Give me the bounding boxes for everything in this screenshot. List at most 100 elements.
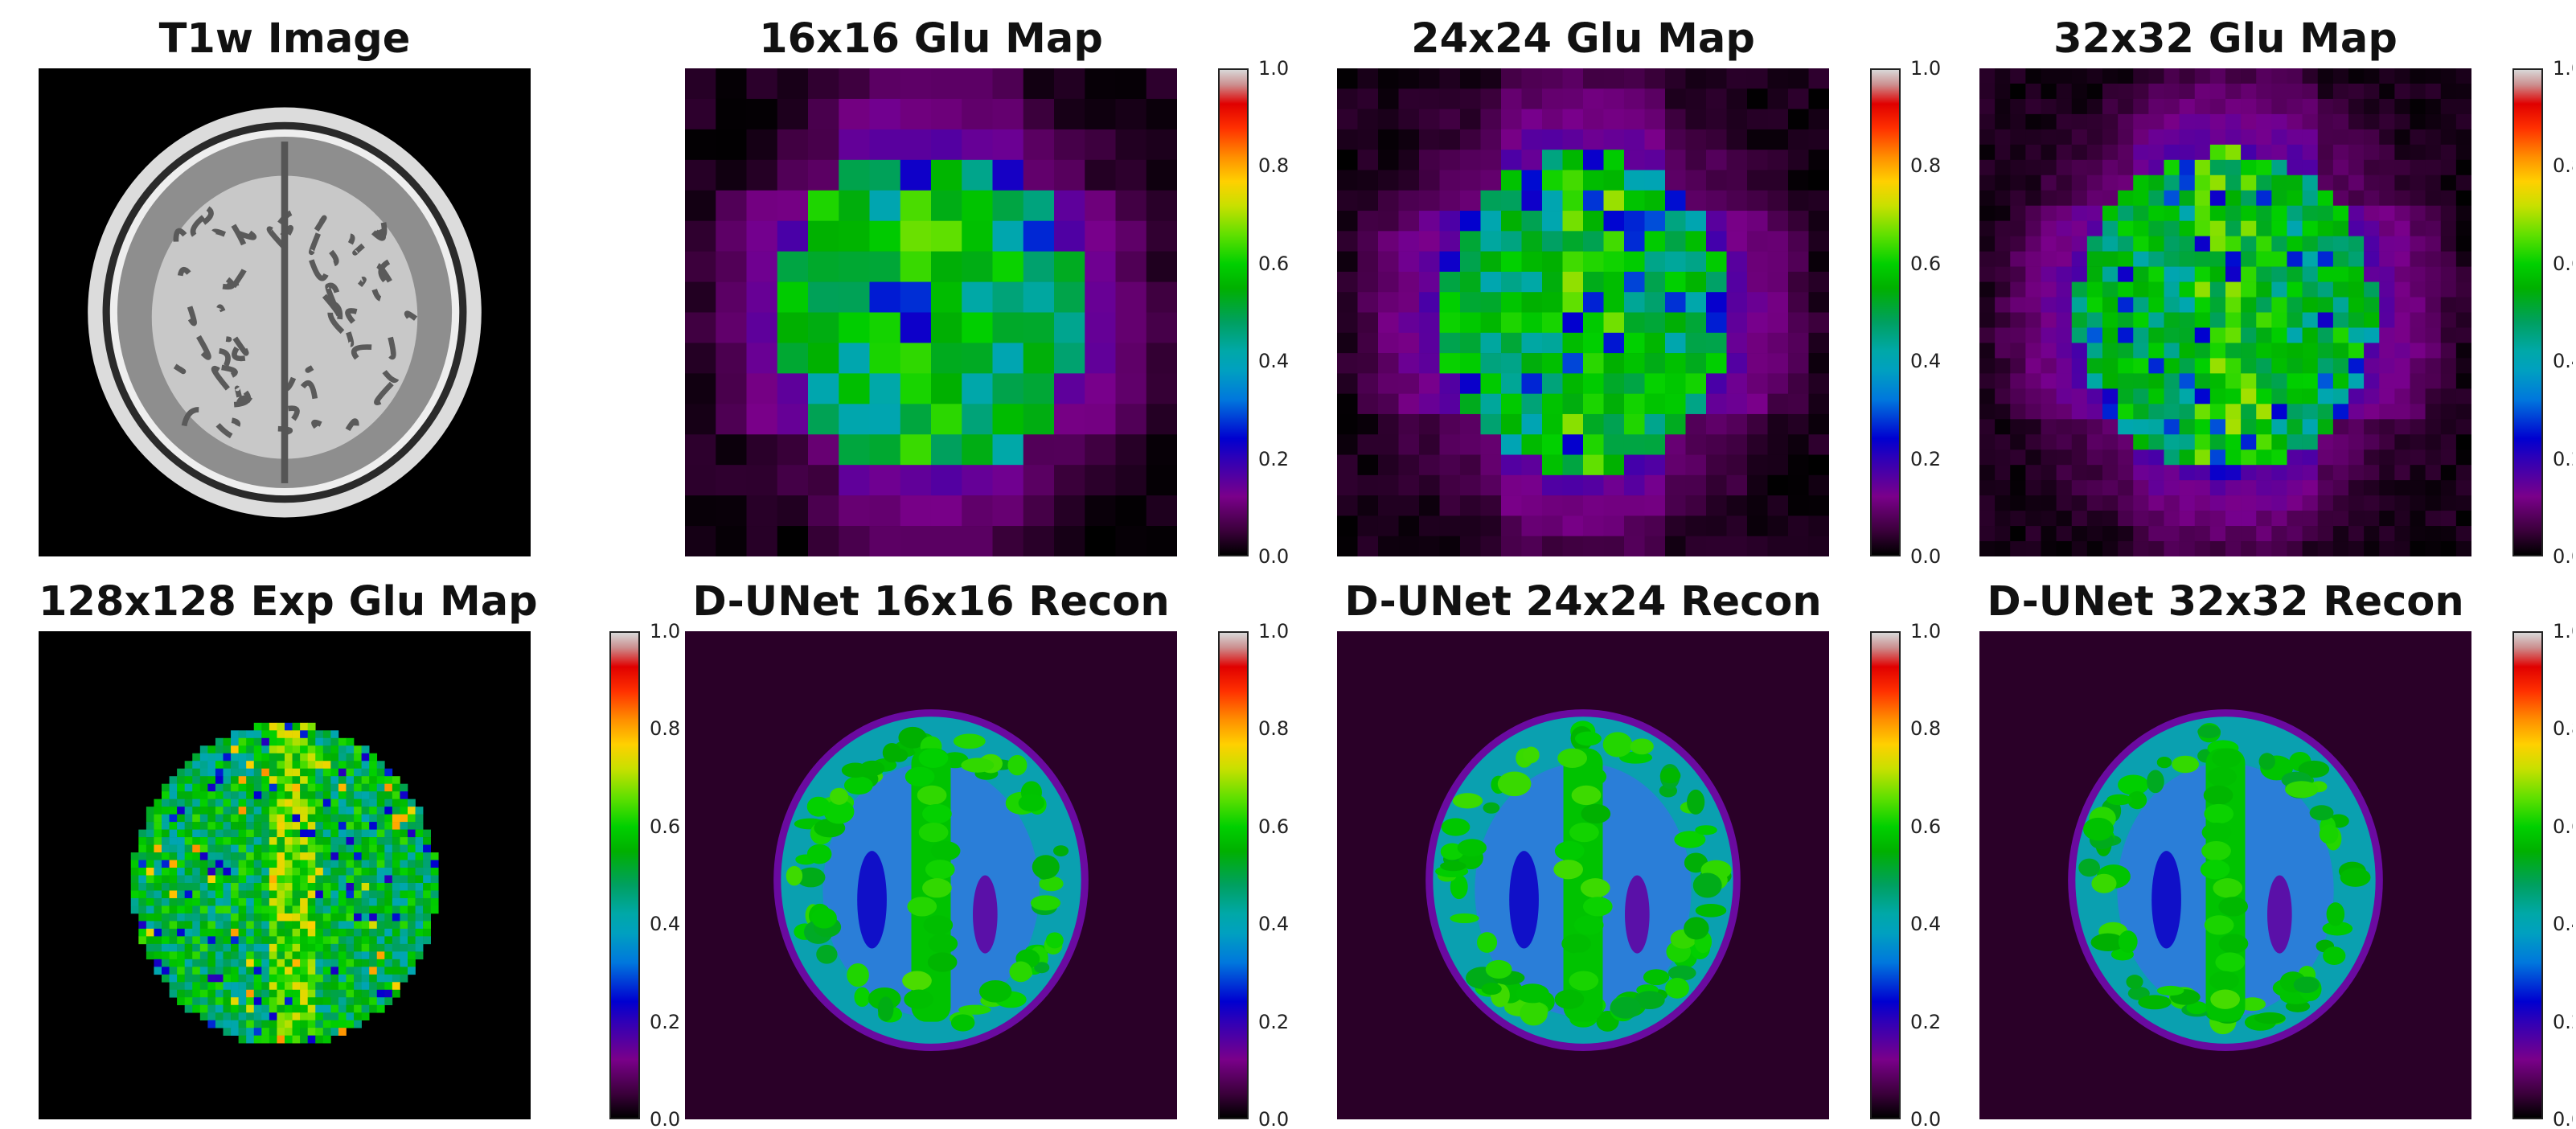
glu-voxel xyxy=(2164,99,2180,114)
glu-voxel xyxy=(1706,353,1727,374)
panel-title: T1w Image xyxy=(39,18,531,60)
glu-voxel xyxy=(870,99,901,129)
exp-voxel xyxy=(285,929,293,937)
glu-voxel xyxy=(1995,511,2010,526)
glu-canvas xyxy=(685,68,1177,556)
glu-voxel xyxy=(2225,404,2241,419)
glu-voxel xyxy=(2271,404,2287,419)
glu-voxel xyxy=(1439,536,1460,556)
exp-voxel xyxy=(254,876,262,884)
glu-voxel xyxy=(2010,419,2025,434)
exp-voxel xyxy=(338,761,347,769)
glu-voxel xyxy=(1481,313,1502,334)
glu-voxel xyxy=(2148,313,2164,328)
glu-voxel xyxy=(2072,206,2087,221)
exp-voxel xyxy=(369,784,377,792)
exp-voxel xyxy=(392,921,400,929)
exp-voxel xyxy=(170,868,178,876)
glu-voxel xyxy=(1522,353,1543,374)
glu-voxel xyxy=(2441,68,2456,84)
glu-voxel xyxy=(2180,267,2195,282)
exp-voxel xyxy=(192,990,200,998)
exp-voxel xyxy=(154,967,162,975)
glu-voxel xyxy=(2210,298,2225,313)
glu-voxel xyxy=(1808,455,1829,476)
exp-voxel xyxy=(192,807,200,815)
glu-voxel xyxy=(2057,419,2072,434)
glu-voxel xyxy=(993,313,1024,343)
exp-voxel xyxy=(162,784,170,792)
glu-voxel xyxy=(716,252,747,282)
exp-voxel xyxy=(224,997,232,1005)
glu-voxel xyxy=(2057,404,2072,419)
glu-voxel xyxy=(2256,419,2271,434)
glu-voxel xyxy=(2010,267,2025,282)
exp-voxel xyxy=(400,845,408,853)
exp-voxel xyxy=(347,1005,355,1013)
glu-voxel xyxy=(2072,160,2087,175)
glu-voxel xyxy=(900,404,932,434)
glu-voxel xyxy=(1808,109,1829,130)
exp-voxel xyxy=(192,852,200,860)
exp-voxel xyxy=(207,905,215,913)
exp-voxel xyxy=(323,990,331,998)
exp-voxel xyxy=(392,822,400,830)
glu-voxel xyxy=(1146,434,1177,465)
glu-voxel xyxy=(1054,434,1085,465)
exp-voxel xyxy=(177,799,185,807)
glu-voxel xyxy=(1419,191,1440,211)
exp-voxel xyxy=(200,990,208,998)
glu-voxel xyxy=(1481,272,1502,293)
glu-voxel xyxy=(2041,129,2057,145)
exp-voxel xyxy=(207,883,215,891)
glu-voxel xyxy=(2010,327,2025,343)
exp-voxel xyxy=(362,898,370,906)
glu-voxel xyxy=(1542,272,1563,293)
glu-voxel xyxy=(2148,480,2164,495)
glu-voxel xyxy=(2133,114,2148,129)
exp-voxel xyxy=(185,913,193,922)
glu-voxel xyxy=(1604,231,1625,252)
glu-voxel xyxy=(2426,495,2441,511)
glu-voxel xyxy=(2364,358,2379,373)
glu-voxel xyxy=(1419,272,1440,293)
glu-voxel xyxy=(1501,536,1522,556)
exp-voxel xyxy=(200,868,208,876)
exp-voxel xyxy=(400,822,408,830)
exp-voxel xyxy=(369,815,377,823)
glu-voxel xyxy=(2441,419,2456,434)
glu-voxel xyxy=(2441,267,2456,282)
glu-voxel xyxy=(2195,511,2210,526)
glu-voxel xyxy=(2456,495,2471,511)
exp-voxel xyxy=(231,997,239,1005)
exp-voxel xyxy=(246,799,254,807)
glu-voxel xyxy=(747,68,778,99)
glu-voxel xyxy=(1116,68,1147,99)
exp-voxel xyxy=(215,905,224,913)
exp-voxel xyxy=(261,967,269,975)
glu-voxel xyxy=(2456,526,2471,541)
glu-voxel xyxy=(2210,175,2225,191)
exp-voxel xyxy=(330,1005,338,1013)
gyrus xyxy=(1482,983,1502,995)
exp-voxel xyxy=(323,769,331,777)
exp-voxel xyxy=(315,898,323,906)
glu-voxel xyxy=(962,68,993,99)
exp-voxel xyxy=(347,769,355,777)
colorbar xyxy=(1218,68,1249,556)
glu-voxel xyxy=(1419,515,1440,536)
exp-voxel xyxy=(277,791,285,799)
glu-voxel xyxy=(1665,434,1686,455)
exp-voxel xyxy=(231,936,239,944)
exp-voxel xyxy=(315,921,323,929)
glu-voxel xyxy=(1788,292,1809,313)
exp-voxel xyxy=(308,936,316,944)
exp-voxel xyxy=(323,837,331,845)
glu-voxel xyxy=(2148,252,2164,267)
exp-voxel xyxy=(416,890,424,898)
panel-4: 32x32 Glu Map xyxy=(1979,68,2471,556)
glu-voxel xyxy=(2333,313,2348,328)
glu-voxel xyxy=(1460,515,1481,536)
glu-voxel xyxy=(1583,333,1604,354)
exp-voxel xyxy=(293,830,301,838)
